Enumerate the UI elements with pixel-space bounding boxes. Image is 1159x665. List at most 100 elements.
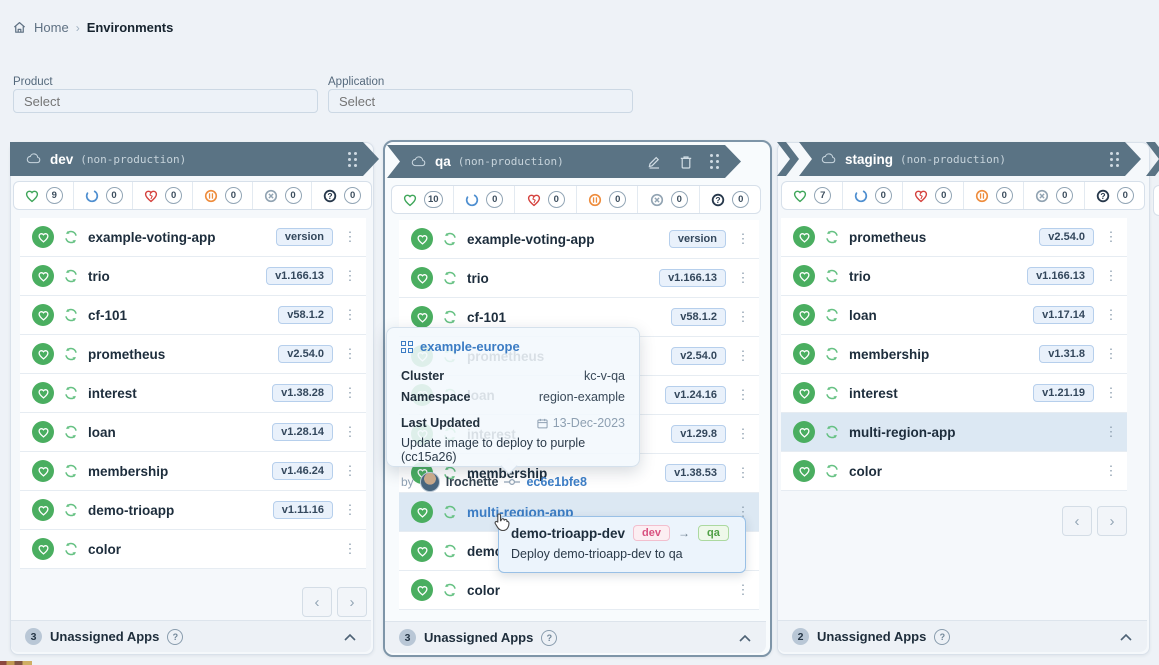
application-select[interactable] [328, 89, 633, 113]
kebab-menu-icon[interactable]: ⋮ [736, 504, 750, 519]
status-healthy[interactable]: 10 [392, 186, 453, 213]
app-row-prometheus[interactable]: prometheus v2.54.0 ⋮ [781, 218, 1127, 257]
kebab-menu-icon[interactable]: ⋮ [736, 270, 750, 285]
collapse-chevron-icon[interactable] [738, 633, 752, 643]
status-degraded[interactable]: 0 [132, 182, 192, 209]
kebab-menu-icon[interactable]: ⋮ [736, 231, 750, 246]
app-row-interest[interactable]: interest v1.38.28 ⋮ [20, 374, 366, 413]
help-icon[interactable]: ? [934, 628, 951, 645]
status-progressing[interactable]: 0 [72, 182, 133, 209]
status-degraded[interactable]: 0 [902, 182, 963, 209]
version-badge[interactable]: v1.166.13 [659, 269, 726, 287]
kebab-menu-icon[interactable]: ⋮ [736, 582, 750, 597]
version-badge[interactable]: v1.17.14 [1033, 306, 1094, 324]
status-suspended[interactable]: 0 [192, 182, 252, 209]
app-row-example-voting-app[interactable]: example-voting-app version ⋮ [399, 220, 759, 259]
app-row-membership[interactable]: membership v1.46.24 ⋮ [20, 452, 366, 491]
version-badge[interactable]: v1.21.19 [1033, 384, 1094, 402]
app-name[interactable]: multi-region-app [467, 504, 574, 520]
app-row-demo-trioapp[interactable]: demo-trioapp v1.11.16 ⋮ [20, 491, 366, 530]
next-page-button[interactable]: › [337, 587, 367, 617]
app-row-loan[interactable]: loan v1.17.14 ⋮ [781, 296, 1127, 335]
app-row-color[interactable]: color ⋮ [20, 530, 366, 569]
status-unknown[interactable]: ? 0 [698, 186, 761, 213]
kebab-menu-icon[interactable]: ⋮ [1104, 463, 1118, 478]
unassigned-apps-bar[interactable]: 2 Unassigned Apps ? [778, 620, 1147, 652]
breadcrumb-home[interactable]: Home [34, 20, 69, 35]
collapse-chevron-icon[interactable] [343, 632, 357, 642]
kebab-menu-icon[interactable]: ⋮ [1104, 307, 1118, 322]
version-badge[interactable]: v58.1.2 [671, 308, 726, 326]
version-badge[interactable]: v1.28.14 [272, 423, 333, 441]
status-failed[interactable]: 0 [251, 182, 312, 209]
drag-handle-icon[interactable] [710, 154, 719, 169]
app-row-trio[interactable]: trio v1.166.13 ⋮ [399, 259, 759, 298]
collapse-chevron-icon[interactable] [1119, 632, 1133, 642]
delete-icon[interactable] [678, 154, 694, 170]
app-row-color[interactable]: color ⋮ [781, 452, 1127, 491]
kebab-menu-icon[interactable]: ⋮ [1104, 268, 1118, 283]
kebab-menu-icon[interactable]: ⋮ [1104, 229, 1118, 244]
status-progressing[interactable]: 0 [452, 186, 515, 213]
edit-icon[interactable] [646, 154, 662, 170]
kebab-menu-icon[interactable]: ⋮ [736, 465, 750, 480]
version-badge[interactable]: v58.1.2 [278, 306, 333, 324]
version-badge[interactable]: v1.31.8 [1039, 345, 1094, 363]
product-select[interactable] [13, 89, 318, 113]
status-unknown[interactable]: ? 0 [1083, 182, 1145, 209]
unassigned-apps-bar[interactable]: 3 Unassigned Apps ? [11, 620, 371, 652]
version-badge[interactable]: version [275, 228, 333, 246]
app-row-color[interactable]: color ⋮ [399, 571, 759, 610]
kebab-menu-icon[interactable]: ⋮ [343, 424, 357, 439]
prev-page-button[interactable]: ‹ [302, 587, 332, 617]
version-badge[interactable]: v2.54.0 [671, 347, 726, 365]
app-row-multi-region-app[interactable]: multi-region-app ⋮ [781, 413, 1127, 452]
kebab-menu-icon[interactable]: ⋮ [736, 426, 750, 441]
kebab-menu-icon[interactable]: ⋮ [1104, 385, 1118, 400]
kebab-menu-icon[interactable]: ⋮ [343, 385, 357, 400]
kebab-menu-icon[interactable]: ⋮ [736, 387, 750, 402]
help-icon[interactable]: ? [541, 629, 558, 646]
drag-handle-icon[interactable] [1110, 152, 1119, 167]
env-header-dev[interactable]: dev (non-production) [10, 142, 379, 176]
status-suspended[interactable]: 0 [575, 186, 638, 213]
status-failed[interactable]: 0 [1023, 182, 1084, 209]
app-row-cf-101[interactable]: cf-101 v58.1.2 ⋮ [20, 296, 366, 335]
status-progressing[interactable]: 0 [841, 182, 903, 209]
kebab-menu-icon[interactable]: ⋮ [736, 309, 750, 324]
kebab-menu-icon[interactable]: ⋮ [1104, 346, 1118, 361]
version-badge[interactable]: v1.11.16 [272, 501, 333, 519]
version-badge[interactable]: v1.38.53 [665, 464, 726, 482]
version-badge[interactable]: v1.29.8 [671, 425, 726, 443]
status-degraded[interactable]: 0 [514, 186, 576, 213]
popover-app-link[interactable]: example-europe [420, 339, 520, 354]
help-icon[interactable]: ? [167, 628, 184, 645]
version-badge[interactable]: version [668, 230, 726, 248]
next-page-button[interactable]: › [1097, 506, 1127, 536]
kebab-menu-icon[interactable]: ⋮ [343, 502, 357, 517]
version-badge[interactable]: v1.24.16 [665, 386, 726, 404]
status-failed[interactable]: 0 [637, 186, 699, 213]
status-healthy[interactable]: 9 [14, 182, 73, 209]
version-badge[interactable]: v1.166.13 [266, 267, 333, 285]
kebab-menu-icon[interactable]: ⋮ [343, 307, 357, 322]
kebab-menu-icon[interactable]: ⋮ [343, 229, 357, 244]
version-badge[interactable]: v1.38.28 [272, 384, 333, 402]
kebab-menu-icon[interactable]: ⋮ [1104, 424, 1118, 439]
prev-page-button[interactable]: ‹ [1062, 506, 1092, 536]
app-row-trio[interactable]: trio v1.166.13 ⋮ [781, 257, 1127, 296]
app-row-example-voting-app[interactable]: example-voting-app version ⋮ [20, 218, 366, 257]
status-suspended[interactable]: 0 [962, 182, 1024, 209]
version-badge[interactable]: v1.166.13 [1027, 267, 1094, 285]
home-icon[interactable] [12, 20, 27, 35]
app-row-trio[interactable]: trio v1.166.13 ⋮ [20, 257, 366, 296]
unassigned-apps-bar[interactable]: 3 Unassigned Apps ? [385, 621, 766, 653]
kebab-menu-icon[interactable]: ⋮ [343, 541, 357, 556]
env-header-qa[interactable]: qa (non-production) [389, 145, 741, 178]
commit-hash-link[interactable]: ec6e1bfe8 [526, 475, 587, 489]
version-badge[interactable]: v1.46.24 [272, 462, 333, 480]
kebab-menu-icon[interactable]: ⋮ [343, 463, 357, 478]
version-badge[interactable]: v2.54.0 [1039, 228, 1094, 246]
version-badge[interactable]: v2.54.0 [278, 345, 333, 363]
kebab-menu-icon[interactable]: ⋮ [343, 346, 357, 361]
